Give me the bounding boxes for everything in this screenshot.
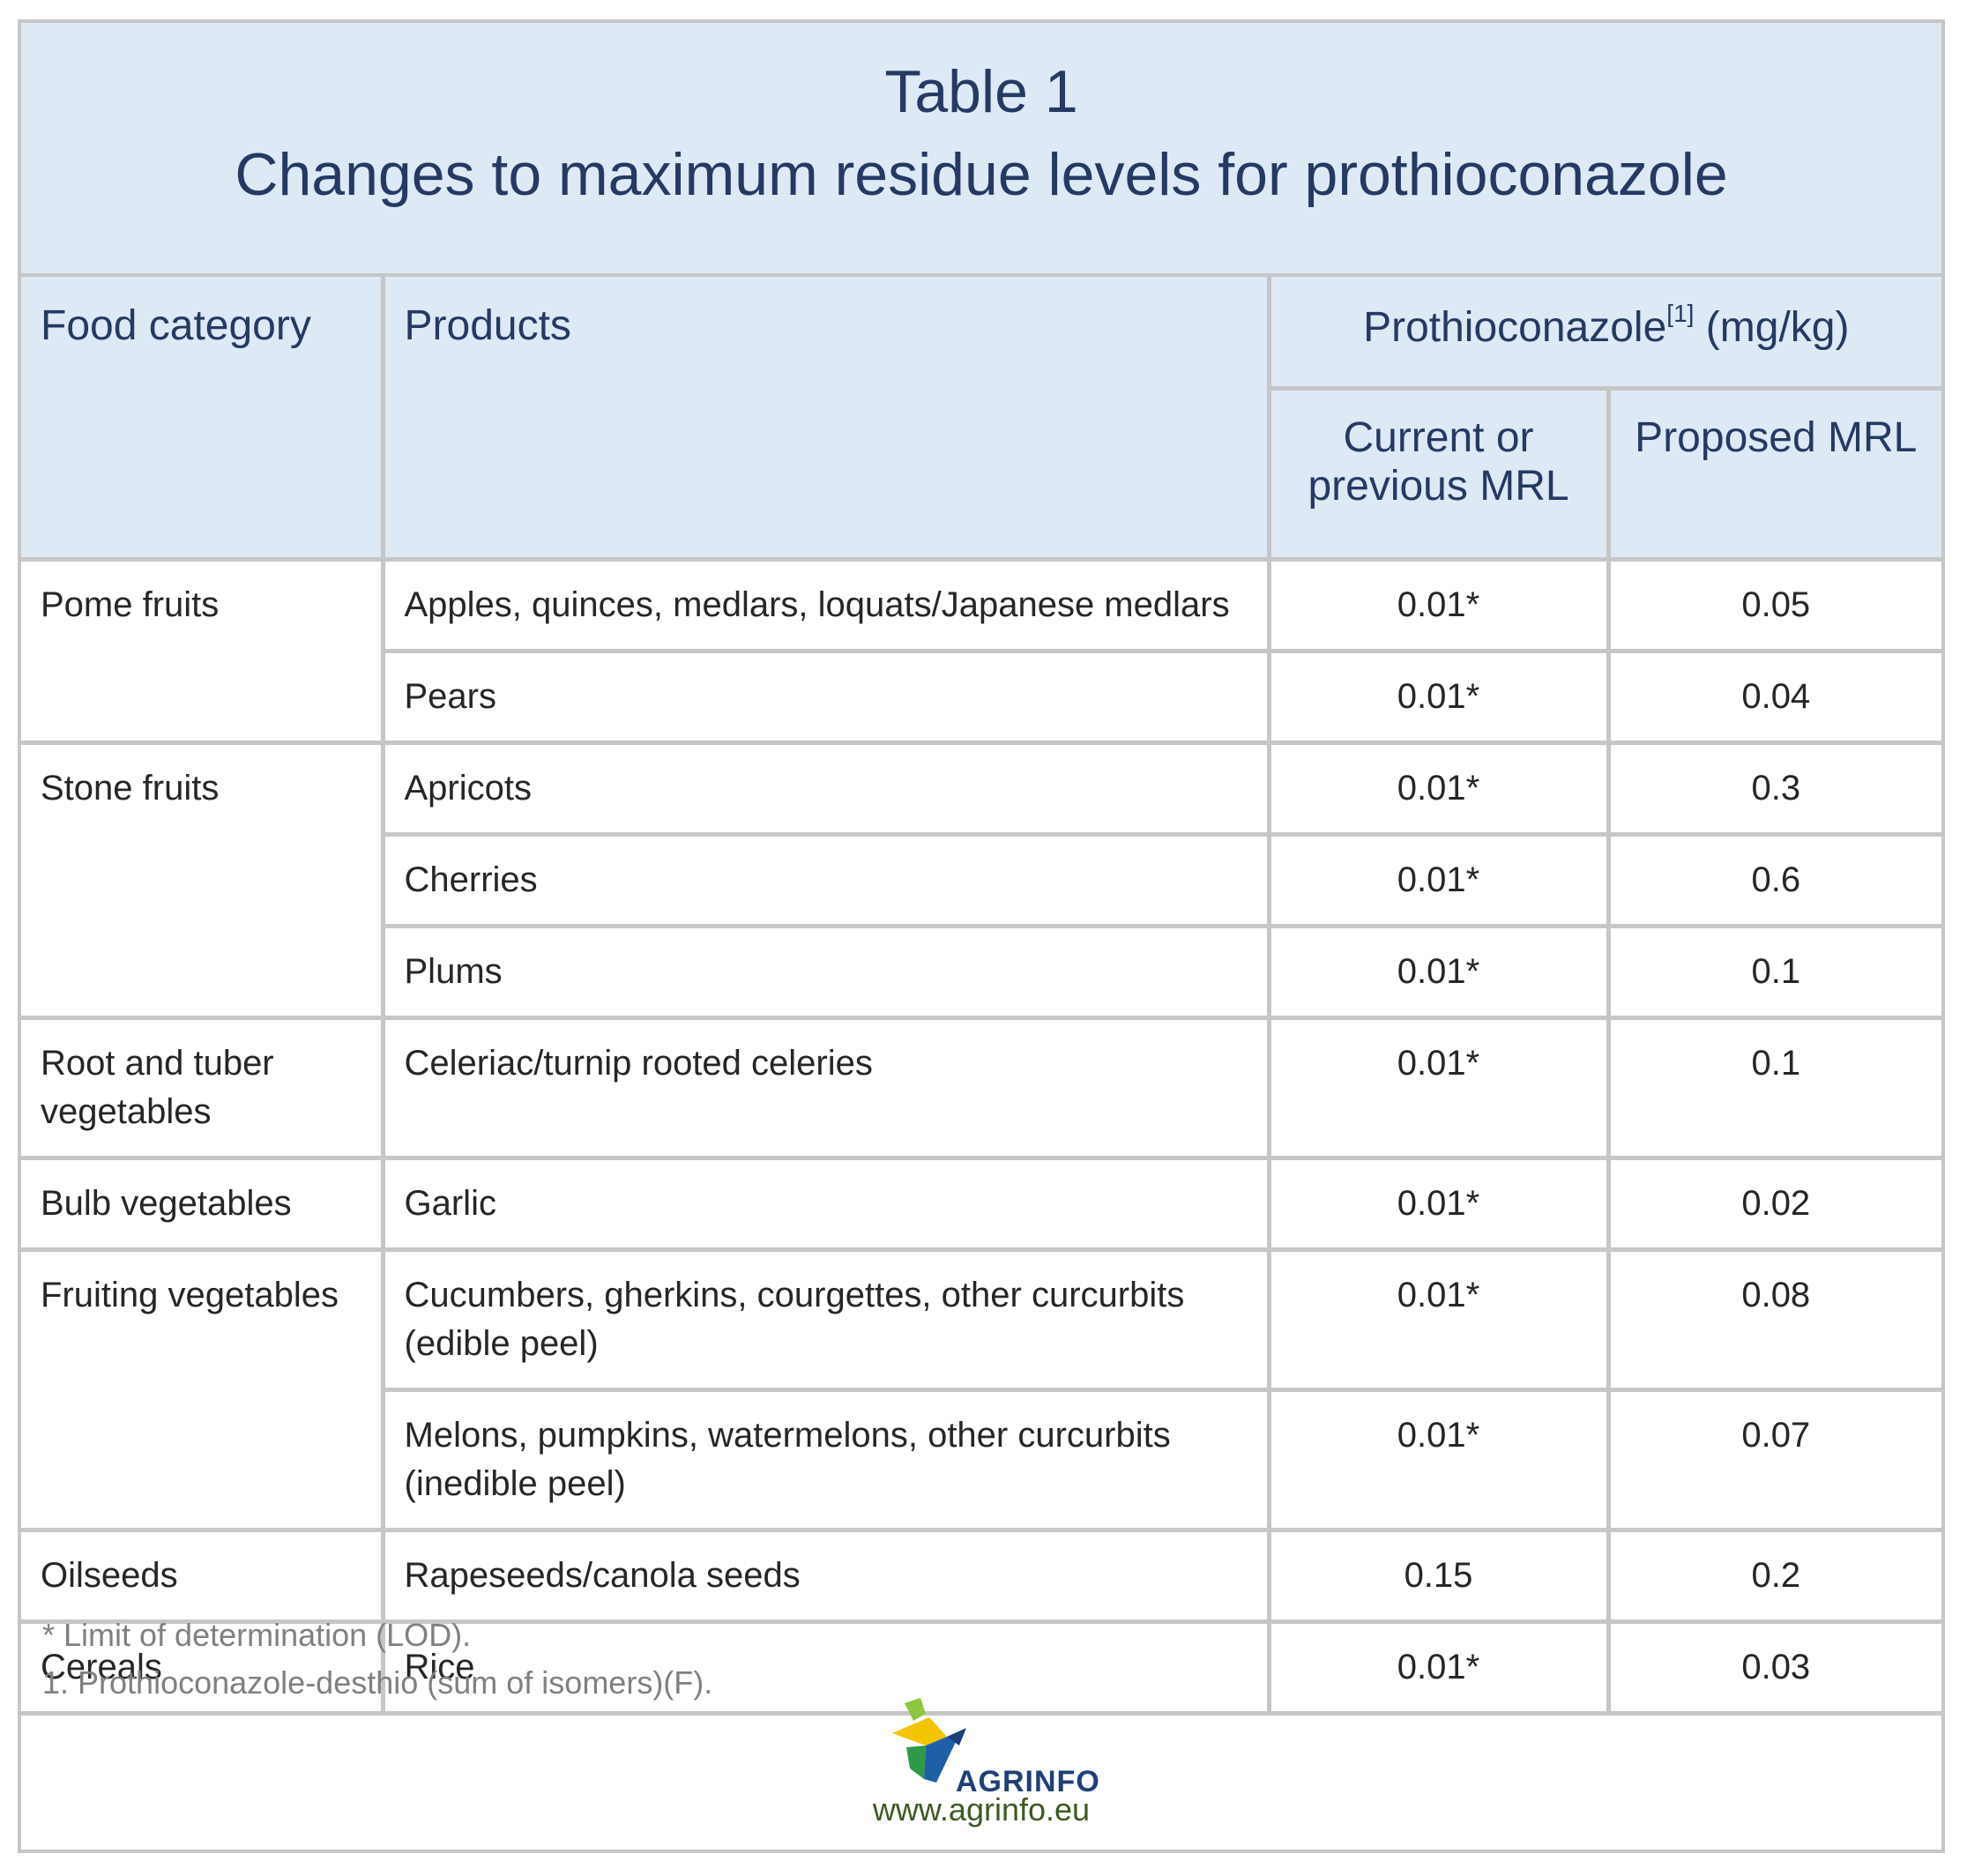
- product-cell: Celeriac/turnip rooted celeries: [380, 1015, 1271, 1160]
- proposed-mrl-cell: 0.02: [1606, 1155, 1942, 1252]
- header-food-category: Food category: [21, 277, 385, 562]
- product-cell: Rapeseeds/canola seeds: [380, 1527, 1271, 1624]
- current-mrl-cell: 0.01*: [1266, 831, 1611, 928]
- current-mrl-cell: 0.01*: [1266, 1619, 1611, 1716]
- food-category-cell: Pome fruits: [21, 556, 385, 745]
- proposed-mrl-cell: 0.1: [1606, 923, 1942, 1020]
- header-current-line2: previous MRL: [1308, 462, 1569, 510]
- table-frame: Table 1 Changes to maximum residue level…: [18, 19, 1945, 1853]
- header-products: Products: [380, 277, 1271, 562]
- food-category-cell: Oilseeds: [21, 1527, 385, 1624]
- current-mrl-cell: 0.15: [1266, 1527, 1611, 1624]
- current-mrl-cell: 0.01*: [1266, 648, 1611, 745]
- header-group-label: Prothioconazole: [1363, 304, 1667, 351]
- proposed-mrl-cell: 0.03: [1606, 1619, 1942, 1716]
- current-mrl-cell: 0.01*: [1266, 556, 1611, 653]
- current-mrl-cell: 0.01*: [1266, 923, 1611, 1020]
- table-title: Changes to maximum residue levels for pr…: [235, 141, 1728, 208]
- mrl-table: Food category Products Prothioconazole[1…: [21, 277, 1942, 1716]
- product-cell: Rice: [380, 1619, 1271, 1716]
- footnote-ref: [1]: [1666, 300, 1695, 327]
- current-mrl-cell: 0.01*: [1266, 1015, 1611, 1160]
- food-category-cell: Bulb vegetables: [21, 1155, 385, 1252]
- food-category-cell: Cereals: [21, 1619, 385, 1716]
- proposed-mrl-cell: 0.05: [1606, 556, 1942, 653]
- logo-wordmark: AGRINFO: [956, 1765, 1100, 1798]
- title-box: Table 1 Changes to maximum residue level…: [21, 23, 1941, 277]
- product-cell: Cucumbers, gherkins, courgettes, other c…: [380, 1247, 1271, 1392]
- footnote-desthio: 1. Prothioconazole-desthio (sum of isome…: [42, 1664, 713, 1701]
- header-current-line1: Current or: [1343, 413, 1534, 461]
- product-cell: Garlic: [380, 1155, 1271, 1252]
- food-category-cell: Stone fruits: [21, 740, 385, 1020]
- footnote-lod: * Limit of determination (LOD).: [42, 1617, 472, 1653]
- table-row: Oilseeds Rapeseeds/canola seeds 0.15 0.2: [21, 1527, 1942, 1624]
- table-row: Plums 0.01* 0.1: [21, 923, 1942, 1020]
- table-row: Cherries 0.01* 0.6: [21, 831, 1942, 928]
- proposed-mrl-cell: 0.1: [1606, 1015, 1942, 1160]
- food-category-cell: Root and tuber vegetables: [21, 1015, 385, 1160]
- current-mrl-cell: 0.01*: [1266, 1387, 1611, 1532]
- table-row: Pears 0.01* 0.04: [21, 648, 1942, 745]
- agrinfo-logo: AGRINFO: [875, 1694, 1104, 1818]
- product-cell: Plums: [383, 923, 1271, 1020]
- table-row: Pome fruits Apples, quinces, medlars, lo…: [21, 556, 1942, 745]
- proposed-mrl-cell: 0.04: [1606, 648, 1942, 745]
- product-cell: Apples, quinces, medlars, loquats/Japane…: [380, 556, 1271, 653]
- current-mrl-cell: 0.01*: [1266, 740, 1611, 837]
- current-mrl-cell: 0.01*: [1266, 1247, 1611, 1392]
- table-row: Melons, pumpkins, watermelons, other cur…: [21, 1387, 1942, 1532]
- proposed-mrl-cell: 0.6: [1606, 831, 1942, 928]
- header-prothioconazole: Prothioconazole[1] (mg/kg): [1266, 277, 1942, 391]
- proposed-mrl-cell: 0.3: [1606, 740, 1942, 837]
- header-current-mrl: Current or previous MRL: [1269, 385, 1611, 562]
- table-row: Cereals Rice 0.01* 0.03: [21, 1619, 1942, 1716]
- current-mrl-cell: 0.01*: [1266, 1155, 1611, 1252]
- bird-logo-icon: [892, 1698, 966, 1783]
- product-cell: Cherries: [383, 831, 1271, 928]
- proposed-mrl-cell: 0.08: [1606, 1247, 1942, 1392]
- table-row: Fruiting vegetables Cucumbers, gherkins,…: [21, 1247, 1942, 1532]
- food-category-cell: Fruiting vegetables: [21, 1247, 385, 1532]
- table-row: Root and tuber vegetables Celeriac/turni…: [21, 1015, 1942, 1160]
- header-proposed-mrl: Proposed MRL: [1606, 385, 1942, 562]
- table-row: Stone fruits Apricots 0.01* 0.3: [21, 740, 1942, 1020]
- header-group-unit: (mg/kg): [1694, 304, 1850, 351]
- footnotes: * Limit of determination (LOD). 1. Proth…: [42, 1612, 712, 1707]
- table-row: Bulb vegetables Garlic 0.01* 0.02: [21, 1155, 1942, 1252]
- product-cell: Pears: [383, 648, 1271, 745]
- product-cell: Melons, pumpkins, watermelons, other cur…: [383, 1387, 1271, 1532]
- table-number: Table 1: [884, 58, 1078, 125]
- proposed-mrl-cell: 0.07: [1606, 1387, 1942, 1532]
- website-url: www.agrinfo.eu: [872, 1791, 1091, 1828]
- product-cell: Apricots: [380, 740, 1271, 837]
- proposed-mrl-cell: 0.2: [1606, 1527, 1942, 1624]
